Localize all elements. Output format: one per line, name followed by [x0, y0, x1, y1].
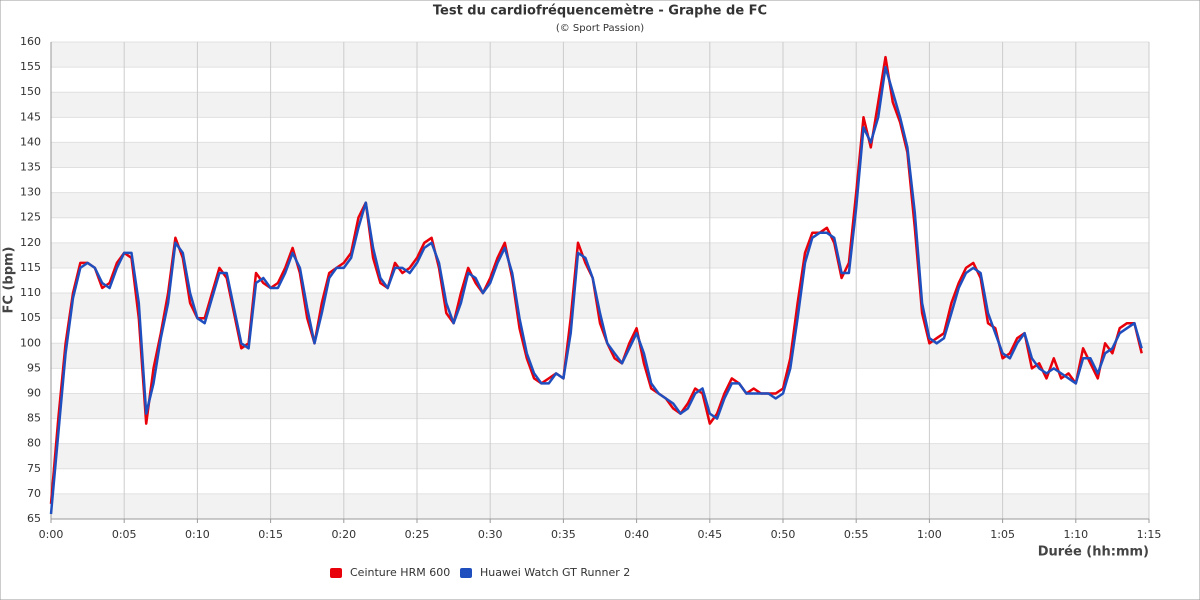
y-tick-label: 100 — [20, 336, 41, 349]
y-tick-label: 80 — [27, 437, 41, 450]
x-axis-label: Durée (hh:mm) — [1038, 545, 1149, 560]
y-tick-label: 115 — [20, 261, 41, 274]
y-tick-label: 120 — [20, 236, 41, 249]
legend-label: Ceinture HRM 600 — [350, 566, 450, 579]
y-tick-label: 150 — [20, 85, 41, 98]
y-tick-label: 90 — [27, 386, 41, 399]
x-tick-label: 0:15 — [258, 528, 283, 541]
legend-label: Huawei Watch GT Runner 2 — [480, 566, 630, 579]
y-axis-label: FC (bpm) — [2, 247, 17, 314]
x-tick-label: 0:20 — [331, 528, 356, 541]
y-tick-label: 140 — [20, 135, 41, 148]
y-tick-label: 155 — [20, 60, 41, 73]
chart-title: Test du cardiofréquencemètre - Graphe de… — [433, 4, 767, 19]
x-tick-label: 0:00 — [39, 528, 64, 541]
x-tick-label: 0:35 — [551, 528, 576, 541]
y-tick-label: 110 — [20, 286, 41, 299]
y-tick-label: 85 — [27, 412, 41, 425]
x-tick-label: 1:05 — [990, 528, 1015, 541]
x-tick-label: 0:30 — [478, 528, 503, 541]
grid-band — [51, 142, 1149, 168]
x-tick-label: 0:45 — [697, 528, 722, 541]
y-tick-label: 95 — [27, 361, 41, 374]
grid-band — [51, 242, 1149, 268]
x-tick-label: 0:10 — [185, 528, 210, 541]
y-tick-label: 135 — [20, 161, 41, 174]
y-tick-label: 75 — [27, 462, 41, 475]
y-tick-label: 145 — [20, 110, 41, 123]
y-tick-label: 130 — [20, 186, 41, 199]
chart-subtitle: (© Sport Passion) — [556, 23, 644, 34]
y-tick-label: 105 — [20, 311, 41, 324]
grid-band — [51, 42, 1149, 68]
x-tick-label: 0:55 — [844, 528, 869, 541]
series-line — [49, 65, 1143, 515]
x-tick-label: 0:05 — [112, 528, 137, 541]
grid-band — [51, 493, 1149, 519]
y-tick-label: 125 — [20, 211, 41, 224]
grid-band — [51, 393, 1149, 419]
y-tick-label: 160 — [20, 35, 41, 48]
x-tick-label: 1:00 — [917, 528, 942, 541]
legend-swatch — [330, 568, 342, 578]
grid-band — [51, 92, 1149, 118]
grid-band — [51, 443, 1149, 469]
grid-band — [51, 343, 1149, 369]
grid-band — [51, 192, 1149, 218]
x-tick-label: 0:25 — [405, 528, 430, 541]
legend-swatch — [460, 568, 472, 578]
y-tick-label: 70 — [27, 487, 41, 500]
x-tick-label: 1:15 — [1137, 528, 1162, 541]
x-tick-label: 0:40 — [624, 528, 649, 541]
x-tick-label: 1:10 — [1063, 528, 1088, 541]
x-tick-label: 0:50 — [771, 528, 796, 541]
y-tick-label: 65 — [27, 512, 41, 525]
